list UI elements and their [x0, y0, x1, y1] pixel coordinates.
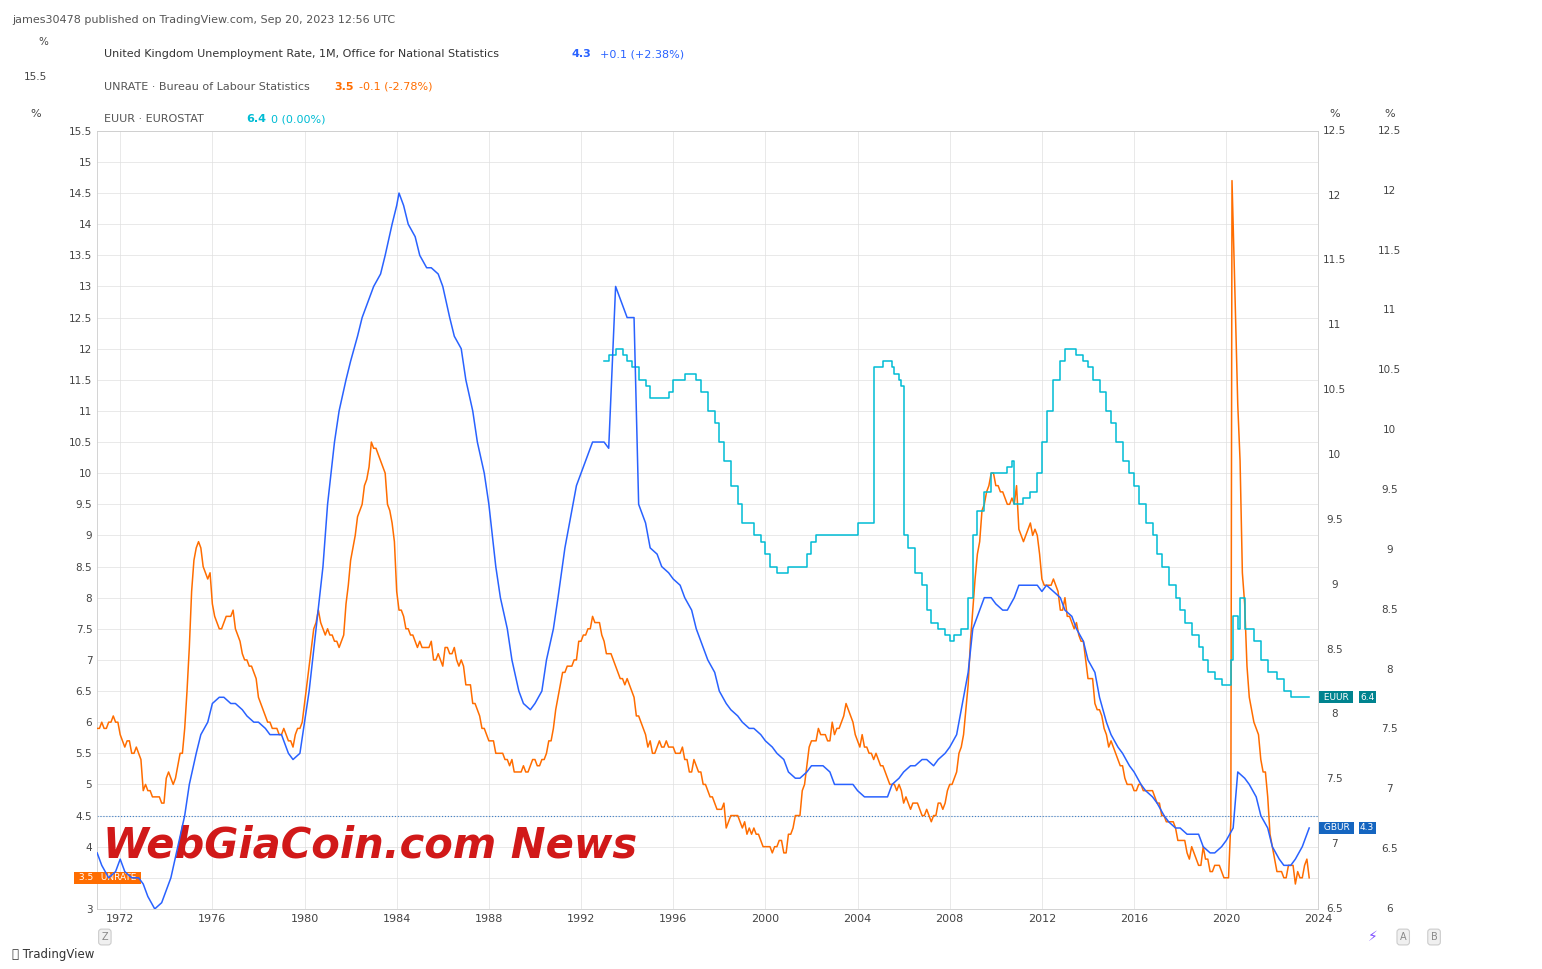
- Text: 12: 12: [1383, 186, 1396, 196]
- Text: 10: 10: [1328, 450, 1342, 460]
- Text: 8: 8: [1331, 709, 1337, 719]
- Text: 8.5: 8.5: [1382, 605, 1397, 614]
- Text: UNRATE: UNRATE: [99, 873, 140, 883]
- Text: 10.5: 10.5: [1377, 365, 1400, 375]
- Text: 6.4: 6.4: [1360, 693, 1374, 702]
- Text: 11: 11: [1383, 305, 1396, 315]
- Text: 4.3: 4.3: [572, 49, 592, 59]
- Text: 8.5: 8.5: [1326, 644, 1343, 654]
- Text: 9: 9: [1386, 545, 1392, 555]
- Text: 12.5: 12.5: [1323, 126, 1346, 136]
- Text: 9: 9: [1331, 579, 1337, 590]
- Text: 9.5: 9.5: [1382, 484, 1397, 495]
- Text: 10.5: 10.5: [1323, 386, 1346, 395]
- Text: 6.4: 6.4: [245, 114, 265, 124]
- Text: UNRATE · Bureau of Labour Statistics: UNRATE · Bureau of Labour Statistics: [105, 81, 310, 92]
- Text: WebGiaCoin.com News: WebGiaCoin.com News: [103, 824, 637, 866]
- Text: %: %: [1383, 109, 1394, 119]
- Text: 6.5: 6.5: [1326, 904, 1343, 914]
- Text: 🏢 TradingView: 🏢 TradingView: [12, 948, 94, 961]
- Text: 7: 7: [1331, 839, 1337, 849]
- Text: B: B: [1431, 932, 1437, 942]
- Text: 7.5: 7.5: [1382, 725, 1397, 735]
- Text: +0.1 (+2.38%): +0.1 (+2.38%): [600, 49, 685, 59]
- Text: A: A: [1400, 932, 1406, 942]
- Text: %: %: [39, 37, 48, 47]
- Text: 12.5: 12.5: [1377, 126, 1400, 136]
- Text: 12: 12: [1328, 191, 1342, 201]
- Text: 9.5: 9.5: [1326, 515, 1343, 525]
- Text: 6.5: 6.5: [1382, 844, 1397, 854]
- Text: 11.5: 11.5: [1323, 256, 1346, 266]
- Text: %: %: [31, 109, 42, 119]
- Text: 7: 7: [1386, 784, 1392, 795]
- Text: 7.5: 7.5: [1326, 774, 1343, 784]
- Text: -0.1 (-2.78%): -0.1 (-2.78%): [359, 81, 433, 92]
- Text: EUUR · EUROSTAT: EUUR · EUROSTAT: [105, 114, 204, 124]
- Text: 10: 10: [1383, 425, 1396, 435]
- Text: 11: 11: [1328, 321, 1342, 330]
- Text: 0 (0.00%): 0 (0.00%): [271, 114, 325, 124]
- Text: United Kingdom Unemployment Rate, 1M, Office for National Statistics: United Kingdom Unemployment Rate, 1M, Of…: [105, 49, 500, 59]
- Text: EUUR: EUUR: [1321, 693, 1351, 702]
- Text: 8: 8: [1386, 665, 1392, 674]
- Text: 11.5: 11.5: [1377, 245, 1400, 256]
- Text: ⚡: ⚡: [1368, 930, 1377, 944]
- Text: 3.5: 3.5: [335, 81, 355, 92]
- Text: 15.5: 15.5: [23, 72, 48, 82]
- Text: %: %: [1329, 109, 1340, 119]
- Text: james30478 published on TradingView.com, Sep 20, 2023 12:56 UTC: james30478 published on TradingView.com,…: [12, 15, 395, 24]
- Text: 6: 6: [1386, 904, 1392, 914]
- Text: 3.5: 3.5: [76, 873, 96, 883]
- Text: Z: Z: [102, 932, 108, 942]
- Text: 4.3: 4.3: [1360, 824, 1374, 832]
- Text: GBUR: GBUR: [1321, 824, 1352, 832]
